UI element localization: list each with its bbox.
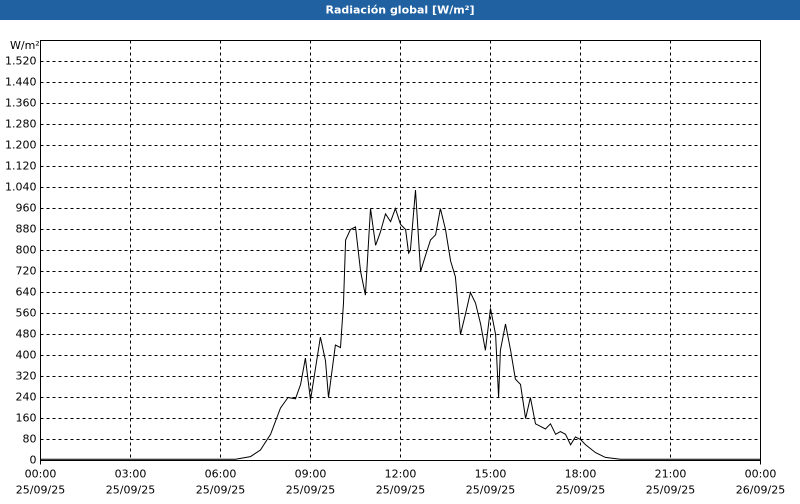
y-tick-label: 720: [16, 265, 37, 278]
x-tick-date: 25/09/25: [466, 484, 515, 497]
x-tick-label: 18:00: [565, 468, 597, 481]
y-tick-label: 1.280: [5, 118, 37, 131]
x-tick-label: 00:00: [25, 468, 57, 481]
x-tick-label: 03:00: [115, 468, 147, 481]
x-tick-label: 21:00: [655, 468, 687, 481]
y-tick-label: 1.360: [5, 97, 37, 110]
x-tick-date: 25/09/25: [376, 484, 425, 497]
x-tick-date: 25/09/25: [286, 484, 335, 497]
y-tick-label: 1.520: [5, 55, 37, 68]
y-tick-label: 1.200: [5, 139, 37, 152]
title-bar: [0, 0, 800, 20]
y-tick-label: 1.040: [5, 181, 37, 194]
x-tick-label: 15:00: [475, 468, 507, 481]
y-tick-label: 880: [16, 223, 37, 236]
x-tick-label: 00:00: [745, 468, 777, 481]
x-tick-date: 26/09/25: [736, 484, 785, 497]
x-tick-label: 06:00: [205, 468, 237, 481]
y-tick-label: 320: [16, 370, 37, 383]
y-tick-label: 400: [16, 349, 37, 362]
y-tick-label: 480: [16, 328, 37, 341]
data-line: [40, 190, 761, 460]
y-tick-label: 640: [16, 286, 37, 299]
y-tick-label: 560: [16, 307, 37, 320]
y-tick-label: 1.120: [5, 160, 37, 173]
y-tick-label: 80: [23, 433, 37, 446]
y-tick-label: 0: [30, 454, 37, 467]
x-tick-date: 25/09/25: [196, 484, 245, 497]
x-tick-date: 25/09/25: [106, 484, 155, 497]
x-tick-label: 12:00: [385, 468, 417, 481]
x-tick-date: 25/09/25: [556, 484, 605, 497]
y-axis-label: W/m²: [10, 39, 40, 52]
y-tick-label: 800: [16, 244, 37, 257]
x-tick-date: 25/09/25: [646, 484, 695, 497]
y-tick-label: 960: [16, 202, 37, 215]
y-tick-label: 1.440: [5, 76, 37, 89]
chart-title: Radiación global [W/m²]: [325, 4, 474, 17]
x-tick-date: 25/09/25: [16, 484, 65, 497]
x-tick-label: 09:00: [295, 468, 327, 481]
y-tick-label: 240: [16, 391, 37, 404]
y-tick-label: 160: [16, 412, 37, 425]
